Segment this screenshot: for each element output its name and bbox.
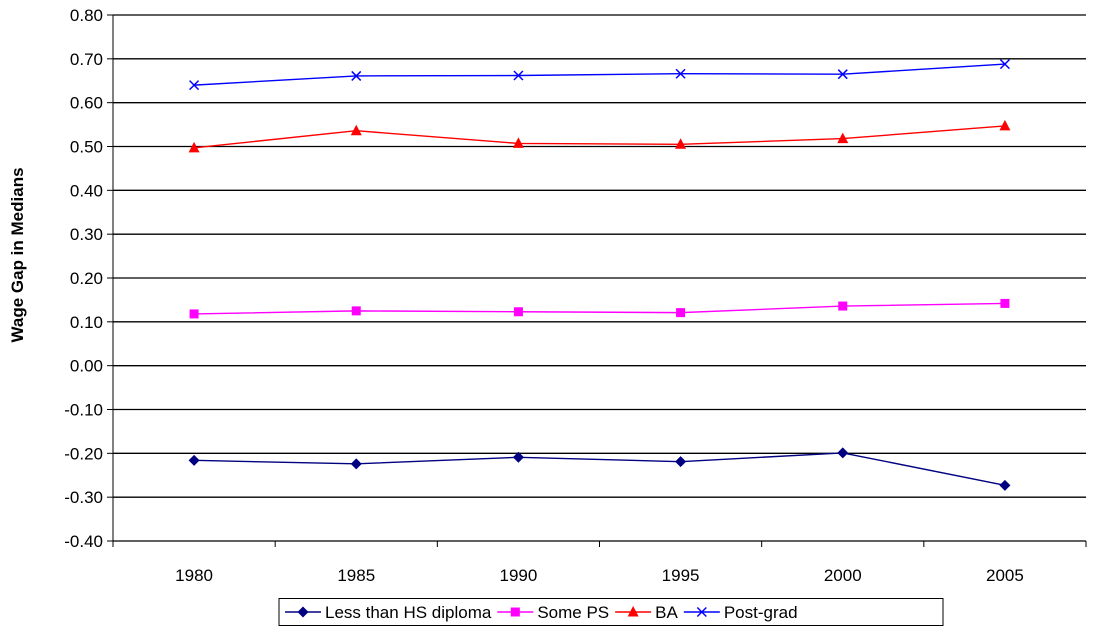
data-point: [189, 309, 199, 319]
legend-label: BA: [655, 603, 678, 622]
data-point: [513, 70, 524, 81]
y-tick-label: 0.30: [70, 225, 103, 244]
data-point: [351, 70, 362, 81]
y-tick-label: 0.60: [70, 94, 103, 113]
series-1: [189, 298, 1010, 319]
data-point: [837, 447, 849, 459]
data-point: [675, 456, 687, 468]
legend-marker: [297, 606, 309, 618]
data-point: [188, 454, 200, 466]
data-point: [350, 458, 362, 470]
x-tick-label: 2000: [824, 566, 862, 585]
data-point: [351, 306, 361, 316]
x-tick-label: 1990: [500, 566, 538, 585]
series-line: [194, 302, 1005, 315]
legend-entry: Some PS: [497, 603, 609, 622]
legend-box: [278, 598, 944, 626]
y-tick-label: 0.70: [70, 50, 103, 69]
series-line: [194, 125, 1005, 149]
legend-entry: Post-grad: [683, 603, 798, 622]
x-tick-label: 2005: [986, 566, 1024, 585]
y-axis-ticks: -0.40 -0.30 -0.20 -0.10 0.00 0.10 0.20 0.30 0.40…: [64, 6, 113, 551]
y-tick-label: -0.30: [64, 488, 103, 507]
y-tick-label: -0.40: [64, 532, 103, 551]
axes: [112, 15, 1086, 542]
data-point: [676, 308, 686, 318]
data-point: [999, 59, 1010, 70]
data-point: [838, 301, 848, 311]
data-point: [513, 307, 523, 317]
x-tick-label: 1980: [175, 566, 213, 585]
y-tick-label: 0.50: [70, 138, 103, 157]
legend-label: Some PS: [537, 603, 609, 622]
plot-area: [188, 59, 1011, 491]
legend: Less than HS diploma Some PS BA Post-grad: [278, 598, 944, 626]
y-axis-label: Wage Gap in Medians: [8, 167, 27, 342]
series-line: [194, 452, 1006, 487]
legend-marker: [510, 607, 520, 617]
legend-label: Post-grad: [724, 603, 798, 622]
y-tick-label: 0.40: [70, 181, 103, 200]
data-point: [837, 69, 848, 80]
legend-entry: Less than HS diploma: [285, 603, 492, 622]
x-tick-label: 1985: [337, 566, 375, 585]
data-point: [188, 141, 200, 153]
series-line: [194, 63, 1005, 86]
data-point: [999, 119, 1011, 131]
data-point: [837, 132, 849, 144]
data-point: [675, 138, 687, 149]
data-point: [189, 80, 200, 91]
y-tick-label: 0.80: [70, 6, 103, 25]
y-tick-label: -0.10: [64, 401, 103, 420]
x-axis-ticks: 1980 1985 1990 1995 2000 2005: [112, 541, 1087, 585]
gridlines: [113, 14, 1086, 542]
legend-entry: BA: [615, 603, 678, 622]
data-point: [999, 479, 1011, 491]
y-tick-label: 0.10: [70, 313, 103, 332]
data-point: [350, 124, 362, 136]
data-point: [512, 137, 524, 148]
y-tick-label: -0.20: [64, 444, 103, 463]
series-3: [189, 59, 1010, 91]
legend-marker: [696, 606, 707, 618]
y-tick-label: 0.20: [70, 269, 103, 288]
data-point: [675, 68, 686, 79]
legend-marker: [627, 606, 639, 617]
legend-label: Less than HS diploma: [325, 603, 492, 622]
series-2: [188, 119, 1011, 153]
x-tick-label: 1995: [662, 566, 700, 585]
series-0: [188, 447, 1011, 491]
data-point: [1000, 298, 1010, 308]
data-point: [512, 451, 524, 463]
y-tick-label: 0.00: [70, 357, 103, 376]
